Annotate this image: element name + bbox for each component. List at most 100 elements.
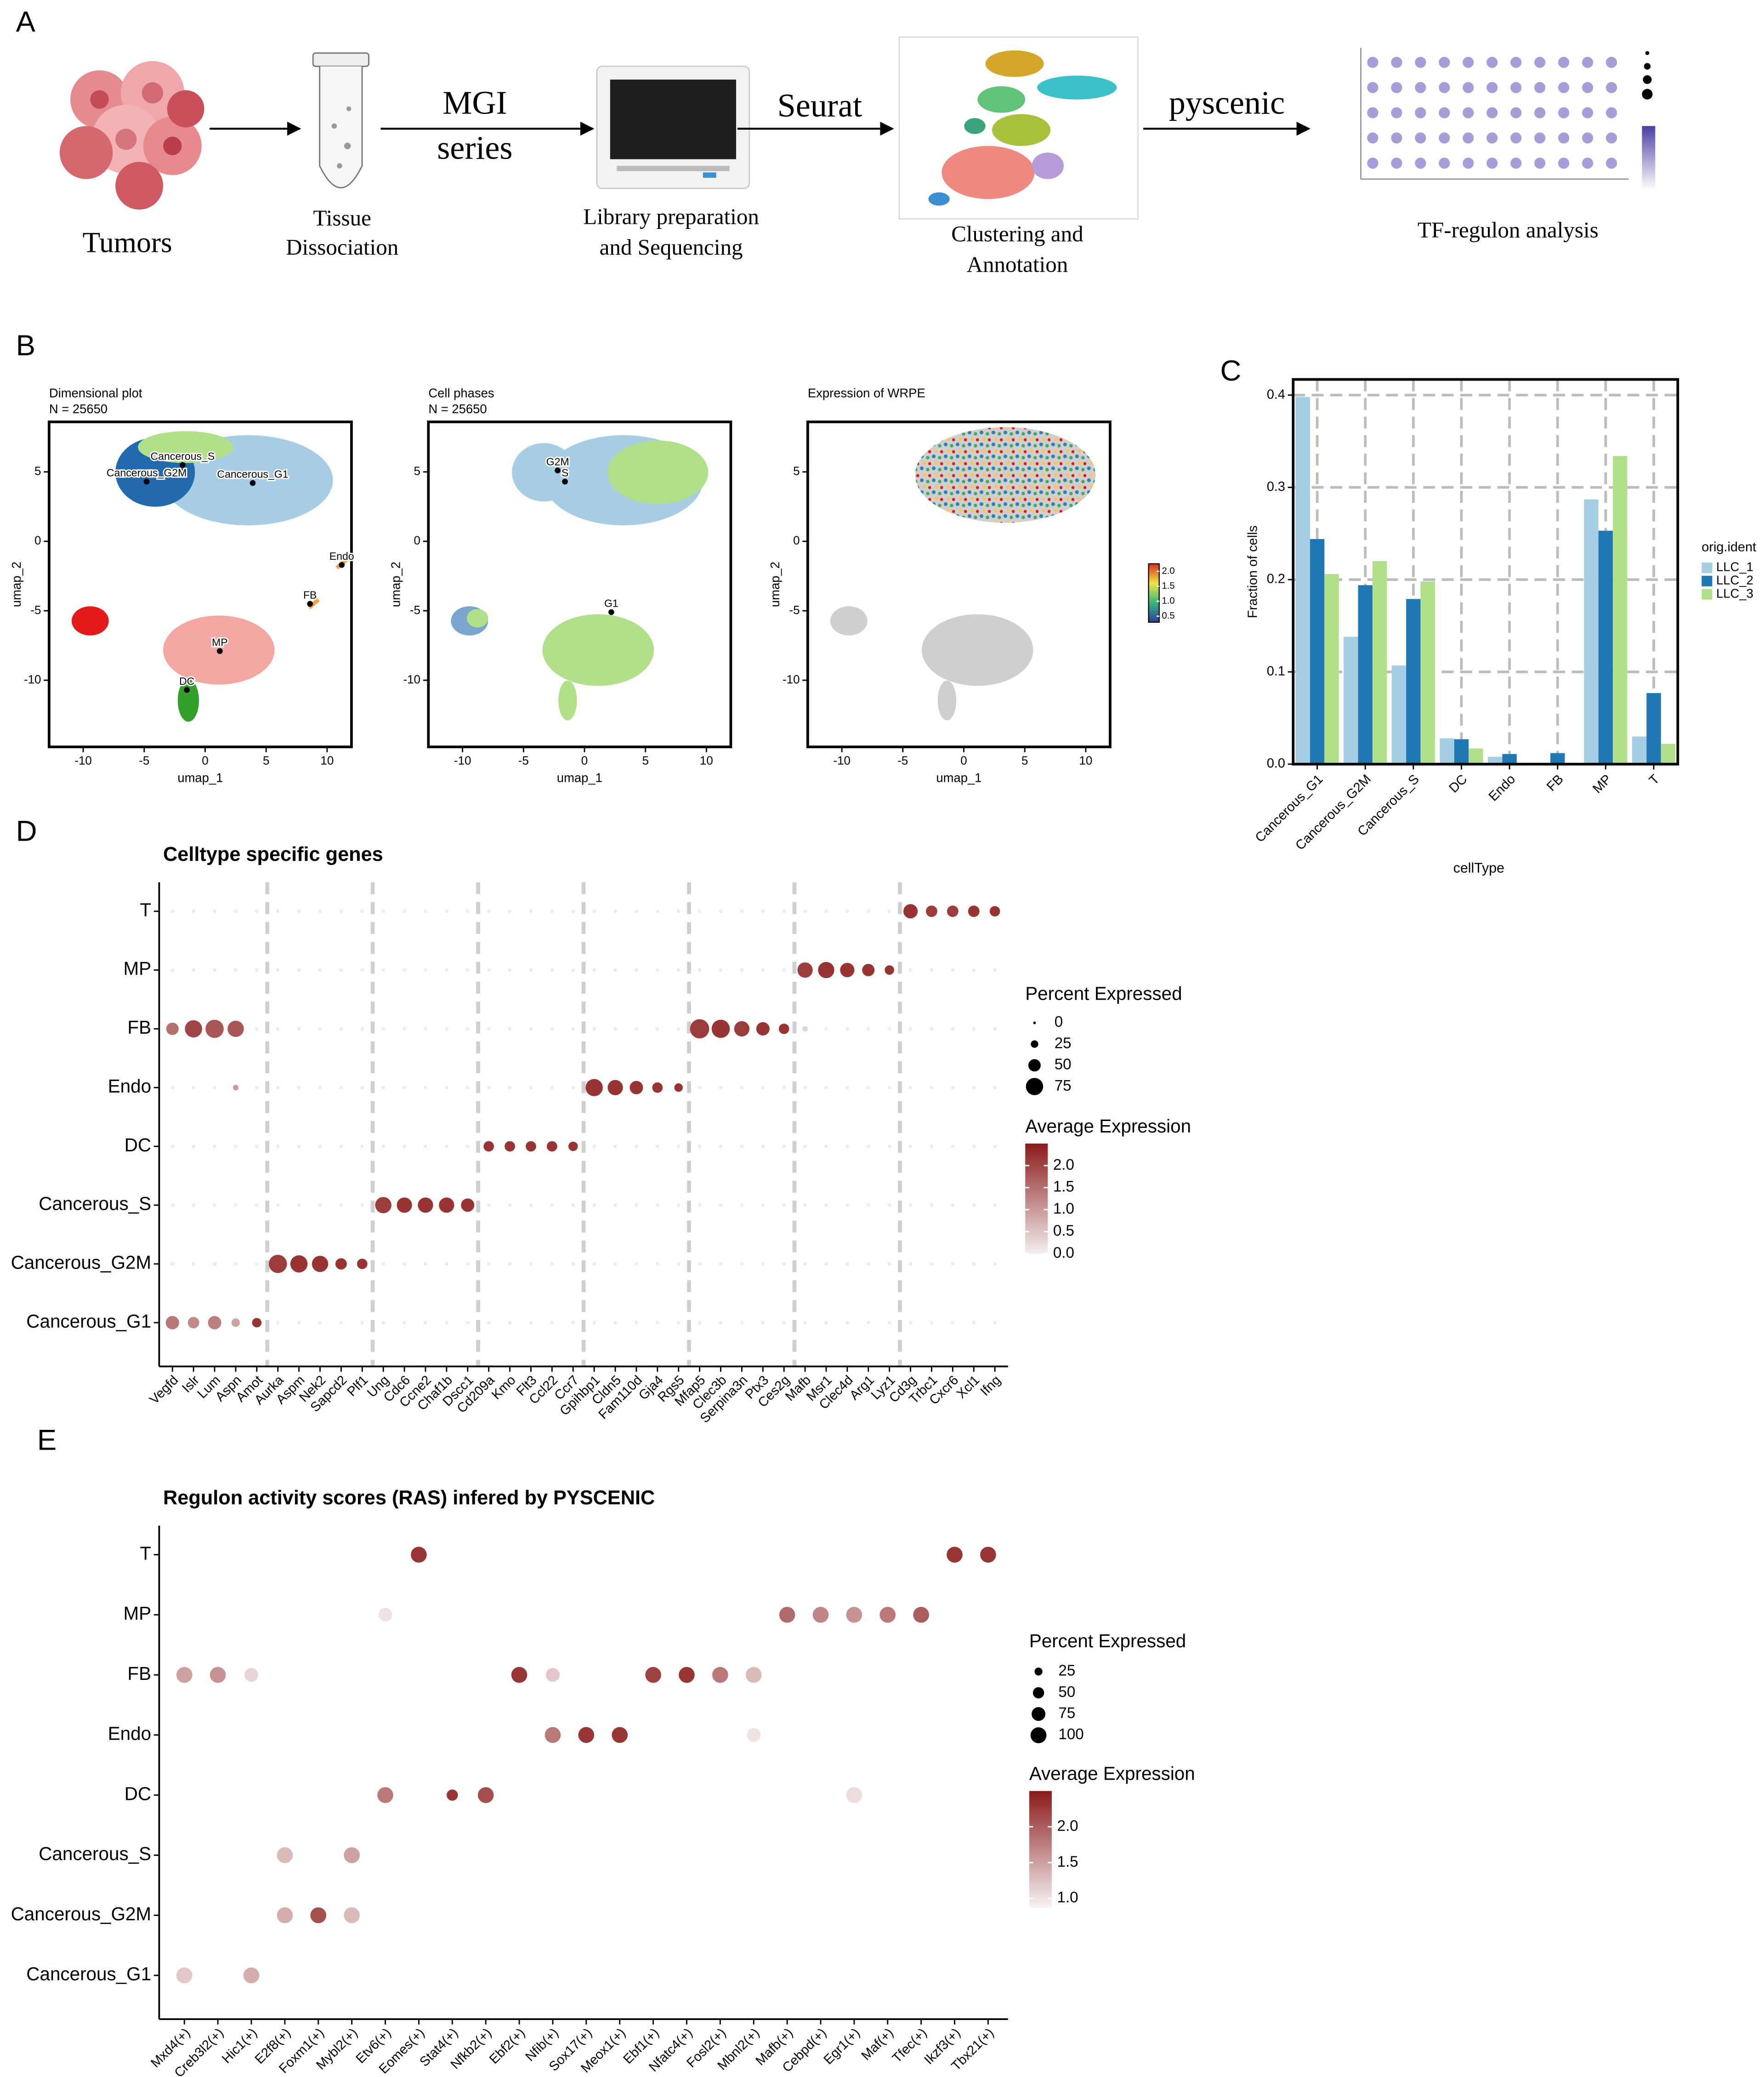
dot — [424, 909, 427, 913]
dot — [578, 1727, 595, 1743]
dot — [719, 968, 723, 972]
dot — [529, 1320, 533, 1325]
dot — [360, 1144, 364, 1149]
dot — [740, 1086, 744, 1090]
dot — [592, 1027, 596, 1031]
column-label: Egr1(+) — [821, 2026, 863, 2067]
dot — [508, 909, 512, 913]
dot — [318, 1203, 322, 1207]
dotplot-thumbnail — [1326, 40, 1671, 206]
dot — [879, 1607, 896, 1623]
dot — [487, 909, 491, 913]
step-label: Annotation — [967, 251, 1068, 277]
dot — [887, 1086, 891, 1090]
dot — [719, 1203, 723, 1207]
dot — [170, 909, 175, 913]
dot — [403, 968, 407, 972]
dot — [676, 1203, 681, 1207]
cluster-centroid — [180, 462, 186, 468]
x-axis-label: umap_1 — [557, 771, 602, 785]
cluster-label: MP — [212, 636, 228, 648]
row-label: DC — [125, 1783, 151, 1804]
size-legend-dot — [1031, 1040, 1038, 1048]
cluster-centroid — [562, 478, 568, 485]
x-tick-label: -10 — [833, 754, 851, 768]
dot — [276, 1027, 280, 1031]
y-tick-label: -10 — [403, 672, 420, 686]
dot — [845, 1027, 849, 1031]
dot — [403, 1144, 407, 1149]
dot — [335, 1258, 347, 1270]
bar — [1324, 574, 1339, 764]
cluster-centroid — [339, 562, 345, 568]
cluster-centroid — [555, 467, 561, 474]
size-legend-dot — [1026, 1078, 1044, 1095]
dot — [318, 1144, 322, 1149]
dot — [812, 1607, 829, 1623]
dot — [989, 906, 1000, 917]
cluster-label: Cancerous_S — [150, 450, 215, 462]
dot — [734, 1021, 750, 1037]
dot — [213, 1203, 216, 1207]
bar — [1613, 456, 1628, 764]
y-axis-label: Fraction of cells — [1245, 525, 1260, 618]
panel-label: C — [1220, 355, 1242, 387]
dot — [318, 1320, 322, 1325]
dot — [972, 1086, 976, 1090]
dot — [297, 1027, 301, 1031]
dot — [255, 1203, 259, 1207]
dot — [698, 968, 702, 972]
y-tick-label: -5 — [410, 603, 420, 617]
colorbar-label: 2.0 — [1162, 566, 1175, 576]
dot — [676, 909, 681, 913]
dot — [487, 1320, 491, 1325]
dot — [339, 1027, 343, 1031]
dot — [487, 1203, 491, 1207]
dot — [698, 1144, 702, 1149]
dot — [176, 1967, 193, 1984]
dot — [508, 1086, 512, 1090]
dot — [187, 1317, 199, 1329]
size-legend-dot — [1032, 1687, 1044, 1699]
dot — [176, 1667, 193, 1683]
dot — [972, 1262, 976, 1266]
dot — [192, 968, 196, 972]
dot — [887, 909, 891, 913]
dot — [951, 968, 955, 972]
dot — [381, 968, 386, 972]
dot — [887, 1144, 891, 1149]
dot — [545, 1727, 561, 1743]
tumor-icon — [59, 61, 204, 210]
row-label: FB — [127, 1663, 151, 1684]
dot — [276, 1203, 280, 1207]
dot — [866, 1144, 870, 1149]
bar — [1440, 738, 1454, 764]
legend-title: Percent Expressed — [1025, 983, 1182, 1004]
dot — [297, 1144, 301, 1149]
row-label: Endo — [108, 1075, 151, 1097]
dot — [951, 1086, 955, 1090]
bar — [1358, 585, 1373, 764]
dot — [360, 1203, 364, 1207]
size-legend-dot — [1030, 1727, 1047, 1743]
dot — [903, 904, 918, 919]
arrow-label: series — [437, 130, 512, 166]
dot — [170, 1262, 175, 1266]
dot — [993, 968, 997, 972]
dot — [344, 1907, 360, 1923]
dot — [297, 968, 301, 972]
dot — [508, 1203, 512, 1207]
size-legend-label: 0 — [1055, 1013, 1063, 1030]
dot — [930, 968, 934, 972]
dot — [381, 1144, 386, 1149]
column-label: Hic1(+) — [219, 2026, 260, 2066]
bar — [1295, 397, 1310, 764]
dot — [926, 905, 937, 917]
dot — [676, 1144, 681, 1149]
dot — [993, 1203, 997, 1207]
dot — [381, 1262, 386, 1266]
dot — [719, 1144, 723, 1149]
chart-title: Regulon activity scores (RAS) infered by… — [163, 1487, 655, 1509]
row-label: Endo — [108, 1723, 151, 1744]
dot — [972, 1320, 976, 1325]
